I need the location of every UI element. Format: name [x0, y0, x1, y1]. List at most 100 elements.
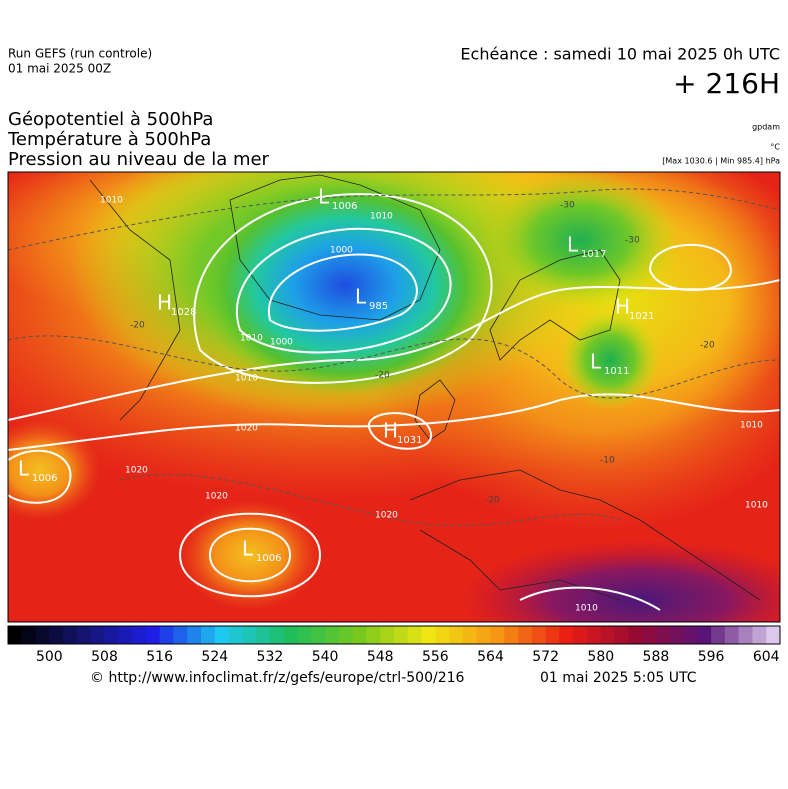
colorbar-label: 500 — [36, 649, 63, 665]
colorbar-label: 596 — [698, 649, 725, 665]
center-symbol: L — [355, 285, 367, 309]
colorbar-swatch — [738, 626, 753, 644]
isobar-label: 1010 — [370, 212, 393, 222]
field — [8, 420, 100, 520]
lead-time: + 216H — [673, 67, 780, 100]
colorbar-swatch — [132, 626, 147, 644]
title-pressure: Pression au niveau de la mer — [8, 149, 270, 170]
center-value: 1011 — [604, 366, 629, 377]
colorbar-swatch — [435, 626, 450, 644]
colorbar-swatch — [614, 626, 629, 644]
colorbar-swatch — [559, 626, 574, 644]
isotherms — [8, 188, 780, 527]
colorbar-label: 556 — [422, 649, 449, 665]
colorbar-label: 580 — [587, 649, 614, 665]
colorbar-swatch — [752, 626, 767, 644]
isobar-label: 1020 — [235, 424, 258, 434]
colorbar-swatch — [587, 626, 602, 644]
colorbar-label: 524 — [201, 649, 228, 665]
colorbar-swatch — [242, 626, 257, 644]
colorbar-swatch — [724, 626, 740, 644]
colorbar-label: 516 — [146, 649, 173, 665]
colorbar-swatch — [256, 626, 271, 644]
title-geopotential: Géopotentiel à 500hPa — [8, 109, 213, 130]
colorbar-swatch — [297, 626, 312, 644]
colorbar-label: 548 — [367, 649, 394, 665]
center-symbol: L — [318, 185, 330, 209]
colorbar-swatch — [380, 626, 395, 644]
colorbar-swatch — [683, 626, 698, 644]
colorbar-swatch — [21, 626, 37, 644]
colorbar-swatch — [642, 626, 657, 644]
colorbar-label: 572 — [532, 649, 559, 665]
isotherm-labels: -30 -20 -20 -30 -20 -10 -10 -20 — [130, 201, 715, 591]
isotherm-label: -20 — [375, 371, 390, 381]
center-symbol: H — [383, 419, 398, 443]
center-value: 1017 — [581, 249, 606, 260]
map-frame — [7, 171, 781, 623]
colorbar-swatch — [325, 626, 340, 644]
center-symbol: L — [590, 350, 602, 374]
isotherm-label: -20 — [130, 321, 145, 331]
isobar-label: 1020 — [375, 511, 398, 521]
colorbar-swatch — [90, 626, 105, 644]
isobars — [8, 193, 780, 611]
field — [560, 310, 660, 410]
footer: © http://www.infoclimat.fr/z/gefs/europe… — [90, 670, 697, 686]
run-label: Run GEFS (run controle) — [8, 47, 152, 61]
isotherm-label: -30 — [560, 201, 575, 211]
isobar-labels: 1010 1010 1000 1000 1010 1010 1020 1020 1020 1020… — [100, 196, 768, 614]
colorbar-swatch — [228, 626, 243, 644]
colorbar-swatch — [311, 626, 326, 644]
isobar-label: 1010 — [740, 421, 763, 431]
colorbar-label: 564 — [477, 649, 504, 665]
center-value: 1031 — [397, 435, 422, 446]
colorbar-swatch — [504, 626, 519, 644]
unit-pressure: [Max 1030.6 | Min 985.4] hPa — [662, 157, 780, 166]
colorbar-swatch — [476, 626, 491, 644]
colorbar-swatch — [49, 626, 64, 644]
field — [195, 175, 495, 395]
center-value: 1006 — [256, 553, 281, 564]
center-symbol: L — [242, 537, 254, 561]
center-value: 1006 — [332, 201, 357, 212]
colorbar-swatch — [421, 626, 436, 644]
colorbar-swatch — [201, 626, 216, 644]
field — [460, 540, 780, 622]
field — [480, 172, 680, 310]
isobar-label: 1010 — [100, 196, 123, 206]
colorbar-swatch — [76, 626, 92, 644]
colorbar-label: 604 — [753, 649, 780, 665]
isobar-label: 1010 — [575, 604, 598, 614]
isotherm-label: -30 — [625, 236, 640, 246]
isotherm-label: -20 — [700, 341, 715, 351]
colorbar-swatch — [711, 626, 726, 644]
center-value: 985 — [369, 301, 388, 312]
colorbar-swatch — [766, 626, 781, 644]
valid-time: Echéance : samedi 10 mai 2025 0h UTC — [460, 45, 780, 64]
header: Run GEFS (run controle) 01 mai 2025 00Z … — [7, 45, 780, 171]
colorbar-swatch — [407, 626, 423, 644]
colorbar-frame — [7, 625, 781, 645]
colorbar-label: 532 — [257, 649, 284, 665]
generation-time: 01 mai 2025 5:05 UTC — [540, 670, 697, 686]
colorbar-swatch — [35, 626, 50, 644]
isobar-label: 1000 — [330, 246, 353, 256]
center-symbol: L — [567, 233, 579, 257]
colorbar-swatch — [490, 626, 505, 644]
colorbar-swatch — [283, 626, 298, 644]
colorbar-label: 540 — [312, 649, 339, 665]
colorbar-swatch — [214, 626, 230, 644]
center-symbol: H — [157, 291, 172, 315]
colorbar-label: 588 — [643, 649, 670, 665]
colorbar-swatch — [145, 626, 161, 644]
source-url: © http://www.infoclimat.fr/z/gefs/europe… — [90, 670, 465, 686]
colorbar-swatch — [366, 626, 381, 644]
isobar-label: 1020 — [125, 466, 148, 476]
colorbar-swatch — [462, 626, 478, 644]
isotherm-label: -20 — [485, 496, 500, 506]
isotherm-label: -10 — [600, 456, 615, 466]
isobar-label: 1010 — [240, 334, 263, 344]
